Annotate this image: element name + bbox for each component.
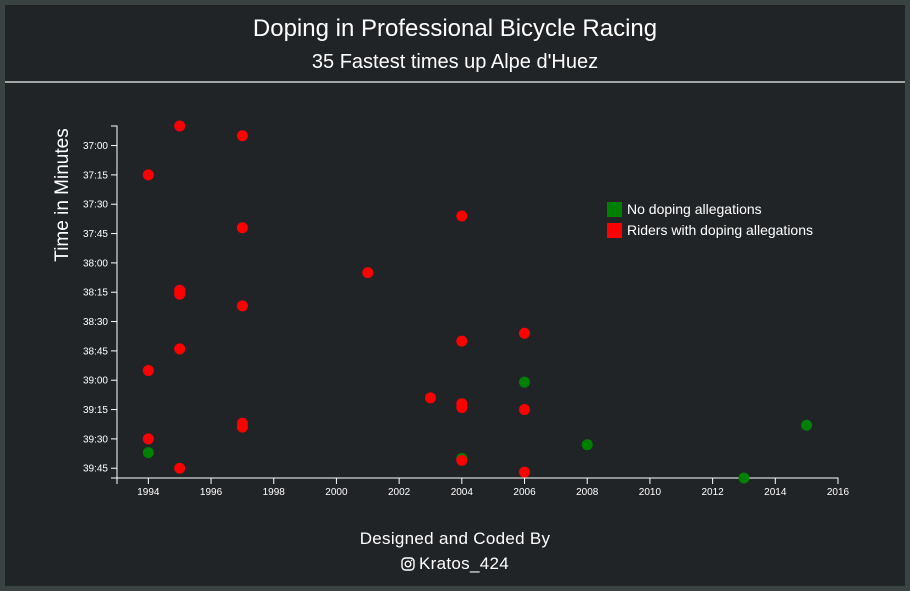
legend-label: Riders with doping allegations	[627, 222, 813, 238]
dot-doping[interactable]	[456, 210, 468, 222]
dot-doping[interactable]	[142, 364, 154, 376]
x-tick-label: 2002	[388, 487, 411, 498]
legend: No doping allegations Riders with doping …	[607, 201, 813, 238]
x-tick-label: 2008	[576, 487, 599, 498]
dot-doping[interactable]	[519, 327, 531, 339]
dot-clean[interactable]	[801, 419, 813, 431]
legend-swatch	[607, 223, 622, 238]
y-axis: 37:00 37:15 37:30 37:45 38:00 38:15 38:30 38:45…	[83, 125, 118, 479]
x-tick-label: 2014	[764, 487, 787, 498]
dot-doping[interactable]	[236, 222, 248, 234]
dot-doping[interactable]	[456, 454, 468, 466]
dot-doping[interactable]	[142, 169, 154, 181]
y-tick-label: 38:45	[83, 346, 108, 357]
y-axis-line	[111, 125, 118, 479]
legend-label: No doping allegations	[627, 201, 762, 217]
chart-subtitle: 35 Fastest times up Alpe d'Huez	[311, 51, 599, 73]
y-tick-label: 37:15	[83, 170, 108, 181]
x-axis-line	[116, 477, 839, 484]
dot-doping[interactable]	[174, 343, 186, 355]
x-tick-label: 2012	[701, 487, 724, 498]
y-axis-label: Time in Minutes	[52, 128, 73, 261]
dot-doping[interactable]	[142, 433, 154, 445]
x-tick-label: 1994	[137, 487, 160, 498]
x-tick-label: 2000	[325, 487, 348, 498]
dot-clean[interactable]	[142, 447, 154, 459]
footer: Designed and Coded By Kratos_424	[5, 529, 905, 574]
x-tick-label: 2016	[827, 487, 850, 498]
x-axis: 1994 1996 1998 2000 2002 2004 2006 2008 2010 2012…	[116, 477, 850, 498]
x-tick-label: 1996	[200, 487, 223, 498]
chart-title: Doping in Professional Bicycle Racing	[252, 15, 658, 42]
y-tick-label: 39:30	[83, 434, 108, 445]
dot-doping[interactable]	[456, 335, 468, 347]
chart-container: Doping in Professional Bicycle Racing 35…	[5, 5, 905, 586]
y-tick-label: 39:00	[83, 376, 108, 387]
dot-doping[interactable]	[236, 300, 248, 312]
data-points	[142, 120, 813, 484]
dot-doping[interactable]	[236, 421, 248, 433]
x-tick-label: 1998	[263, 487, 286, 498]
x-tick-label: 2006	[513, 487, 536, 498]
dot-doping[interactable]	[519, 466, 531, 478]
dot-doping[interactable]	[174, 288, 186, 300]
x-tick-label: 2004	[451, 487, 474, 498]
y-tick-label: 39:15	[83, 405, 108, 416]
y-tick-label: 37:45	[83, 229, 108, 240]
y-tick-label: 38:15	[83, 288, 108, 299]
y-tick-label: 37:00	[83, 141, 108, 152]
y-tick-label: 39:45	[83, 464, 108, 475]
dot-clean[interactable]	[581, 439, 593, 451]
dot-doping[interactable]	[236, 130, 248, 142]
y-tick-label: 38:00	[83, 258, 108, 269]
legend-swatch	[607, 202, 622, 217]
instagram-icon	[401, 557, 415, 571]
dot-clean[interactable]	[519, 376, 531, 388]
dot-doping[interactable]	[174, 120, 186, 132]
scatter-plot: 37:00 37:15 37:30 37:45 38:00 38:15 38:30 38:45…	[52, 120, 850, 498]
y-tick-label: 37:30	[83, 200, 108, 211]
chart-header: Doping in Professional Bicycle Racing 35…	[5, 5, 905, 83]
y-tick-label: 38:30	[83, 317, 108, 328]
author-handle[interactable]: Kratos_424	[419, 554, 509, 573]
dot-doping[interactable]	[424, 392, 436, 404]
footer-credit: Designed and Coded By	[359, 529, 551, 548]
dot-clean[interactable]	[738, 472, 750, 484]
dot-doping[interactable]	[519, 404, 531, 416]
dot-doping[interactable]	[362, 267, 374, 279]
dot-doping[interactable]	[174, 462, 186, 474]
x-tick-label: 2010	[639, 487, 662, 498]
dot-doping[interactable]	[456, 402, 468, 414]
